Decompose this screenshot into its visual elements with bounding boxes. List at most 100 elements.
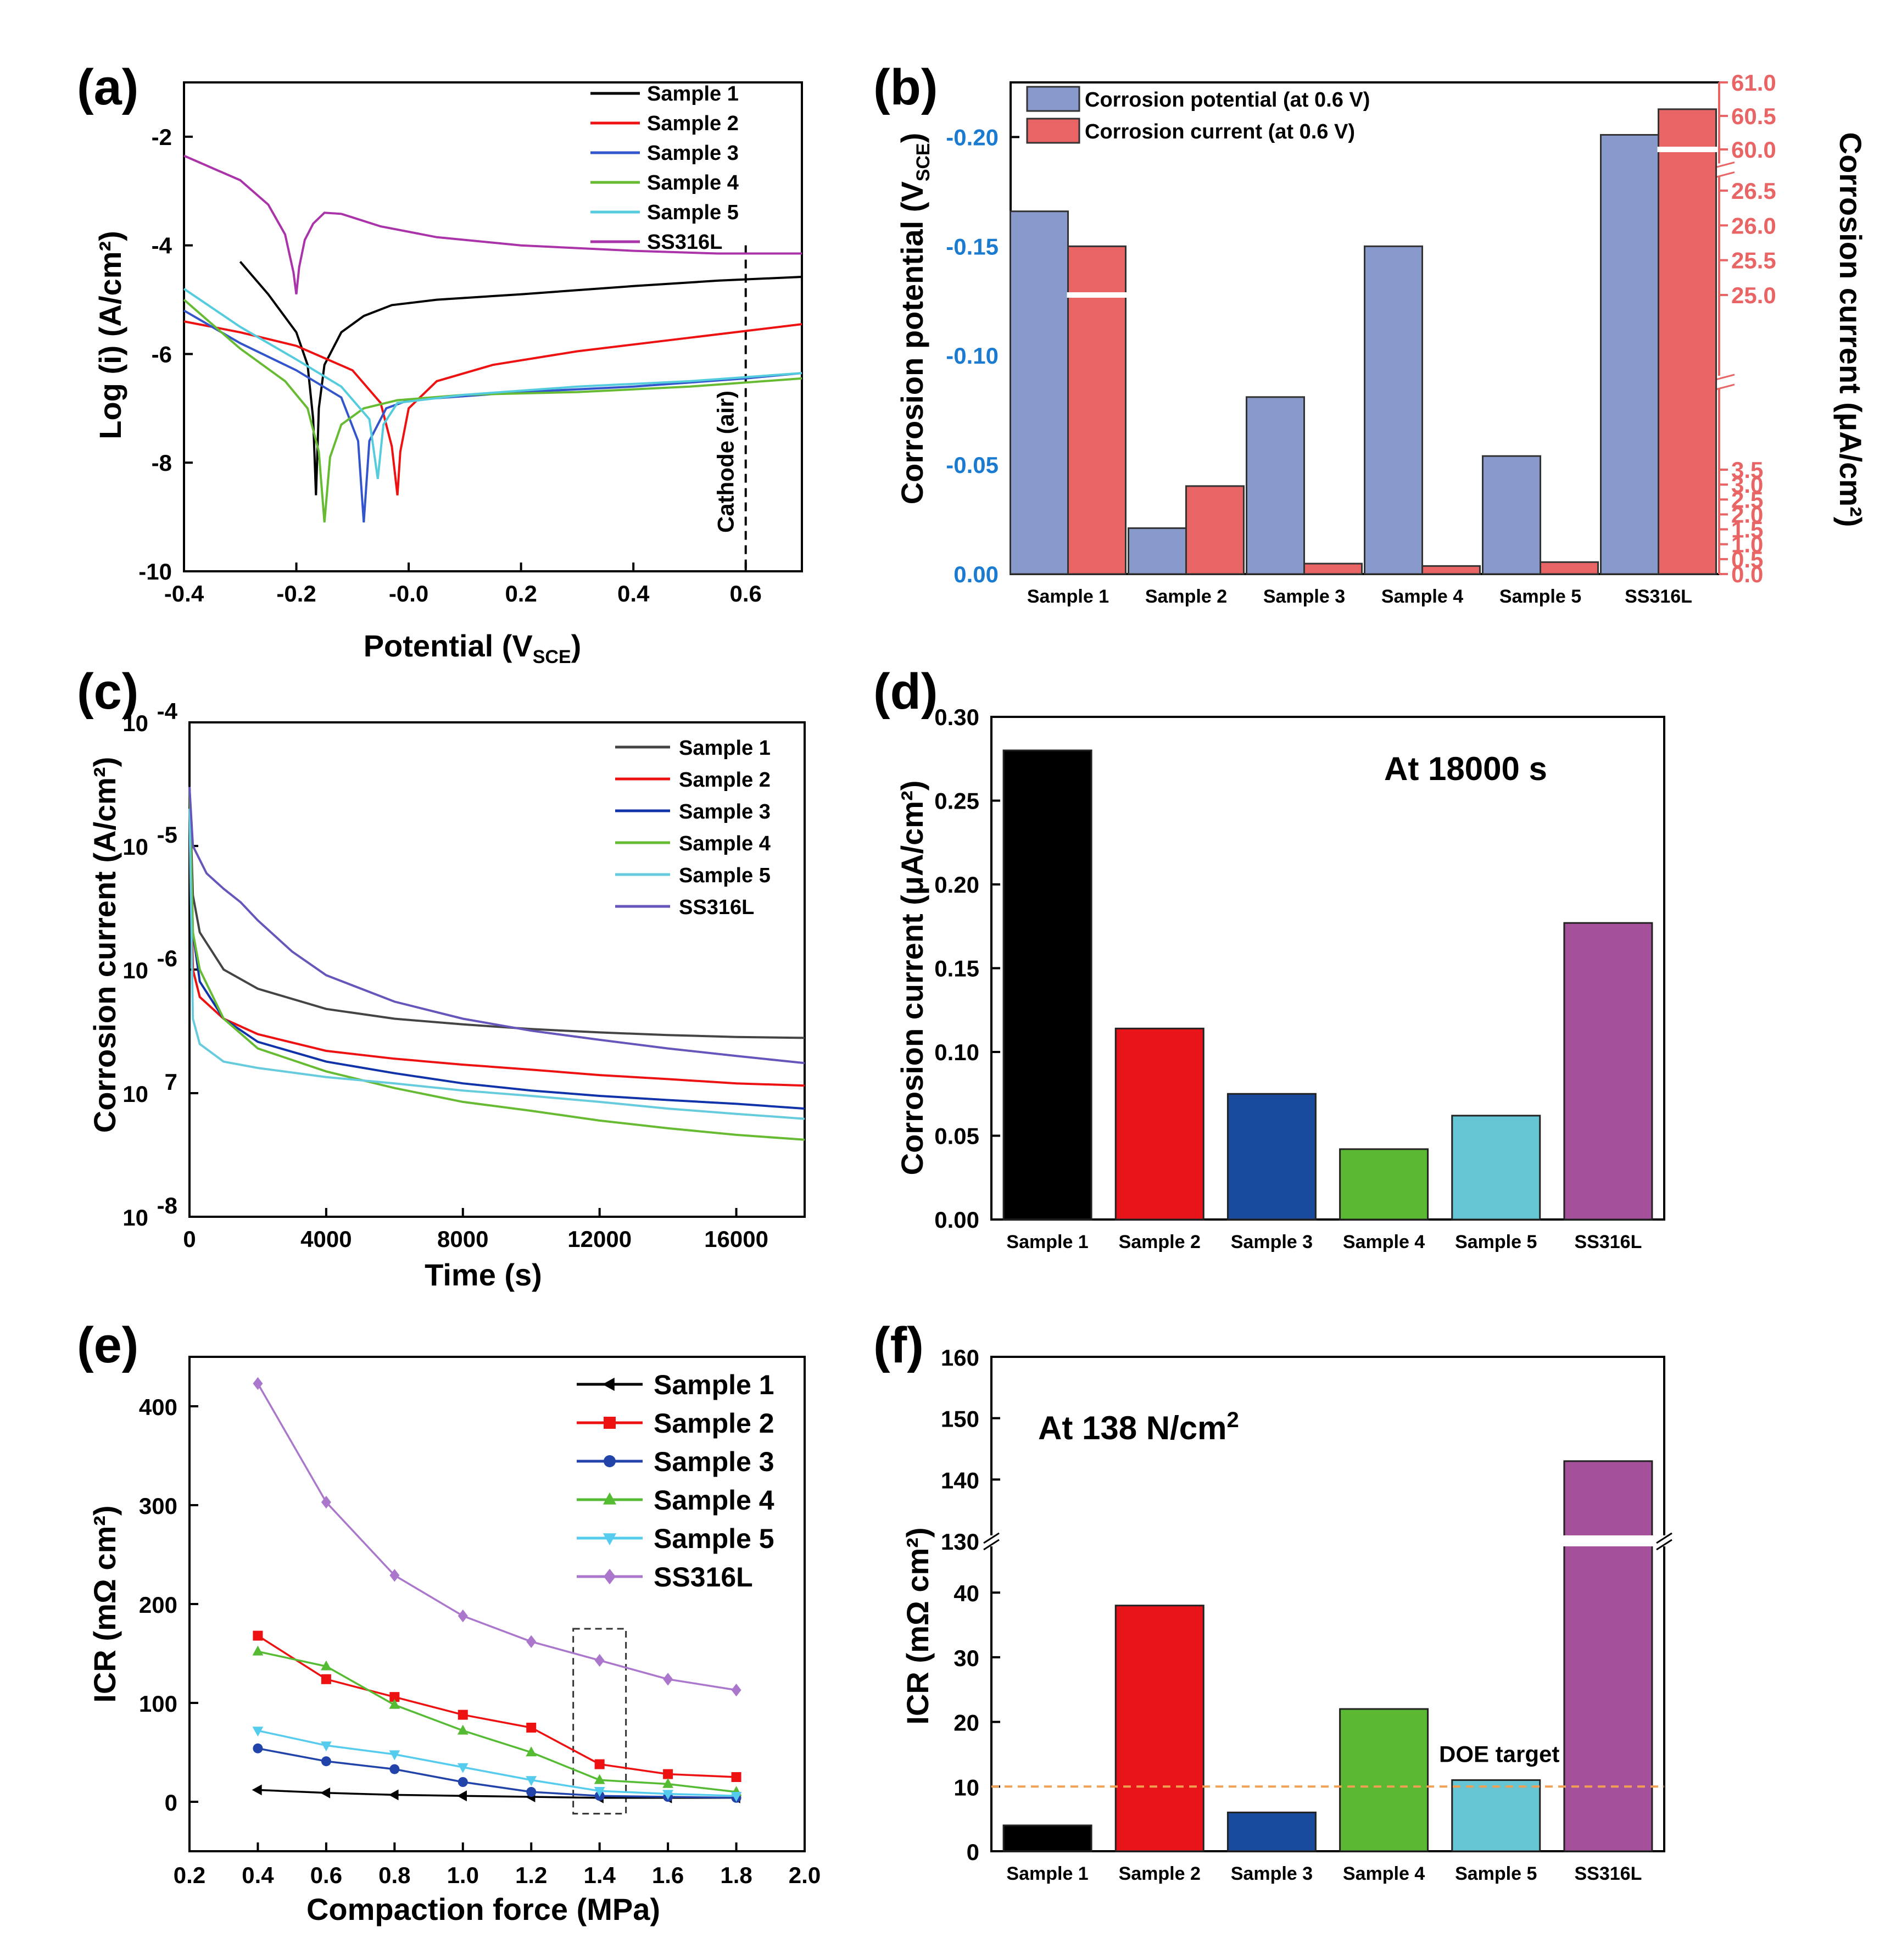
series-line	[188, 787, 805, 1039]
cathode-label: Cathode (air)	[713, 391, 739, 533]
bar	[1339, 1148, 1429, 1221]
y-tick-label: -6	[152, 341, 172, 367]
x-tick-label: 0.6	[730, 581, 762, 606]
legend-label: SS316L	[647, 231, 722, 254]
category-label: Sample 2	[1145, 586, 1227, 607]
y-tick-label: 10	[122, 1081, 148, 1107]
category-label: Sample 3	[1231, 1863, 1313, 1884]
panel-c-xlabel: Time (s)	[425, 1257, 542, 1292]
data-point	[526, 1723, 537, 1733]
y-tick-exponent: -5	[157, 822, 177, 848]
legend-label: SS316L	[654, 1562, 753, 1592]
y-tick-label: 0	[967, 1839, 979, 1865]
legend-marker	[602, 1377, 615, 1391]
data-point	[457, 1763, 469, 1773]
bar-current	[1540, 561, 1599, 575]
data-point	[321, 1674, 331, 1684]
y-tick-label: 40	[953, 1580, 979, 1606]
data-point	[253, 1377, 263, 1390]
bar	[1563, 1460, 1653, 1852]
y-tick-label: 0.10	[934, 1039, 979, 1065]
plot-frame	[990, 1356, 1665, 1852]
data-point	[389, 1750, 400, 1761]
y-left-tick-label: -0.15	[946, 233, 999, 259]
y-right-tick-label: 0.5	[1731, 547, 1763, 572]
series-line	[188, 809, 805, 1120]
bar-current	[1185, 485, 1245, 575]
legend-marker	[603, 1533, 617, 1546]
y-left-tick-label: -0.10	[946, 343, 999, 369]
axis-break-mark	[1713, 383, 1735, 391]
bar	[1226, 1811, 1317, 1852]
y-tick-exponent: 7	[165, 1069, 177, 1095]
data-point	[457, 1724, 469, 1735]
series-line	[188, 787, 805, 1141]
legend-label: Sample 5	[647, 201, 739, 224]
category-label: Sample 1	[1006, 1863, 1088, 1884]
category-label: Sample 4	[1343, 1863, 1425, 1884]
series-line	[183, 154, 802, 294]
legend-label: Sample 5	[679, 864, 771, 887]
bar	[1226, 1093, 1317, 1221]
data-point	[526, 1787, 537, 1797]
legend-label: Sample 2	[654, 1408, 774, 1439]
category-label: Sample 3	[1231, 1232, 1313, 1252]
y-tick-label: 0	[165, 1790, 177, 1816]
x-tick-label: -0.4	[164, 581, 204, 606]
bar	[1002, 1824, 1092, 1852]
data-point	[594, 1759, 605, 1769]
legend-label: SS316L	[679, 896, 754, 919]
category-label: SS316L	[1574, 1863, 1642, 1884]
x-tick-label: 0.2	[174, 1862, 205, 1888]
y-tick-label: 10	[122, 710, 148, 736]
y-right-tick-label: 25.5	[1731, 248, 1776, 274]
x-tick-label: 0.4	[617, 581, 650, 606]
category-label: SS316L	[1574, 1232, 1642, 1252]
data-point	[526, 1635, 537, 1649]
bar	[1114, 1605, 1204, 1852]
data-point	[252, 1645, 264, 1656]
data-point	[458, 1609, 468, 1623]
bar	[1563, 922, 1653, 1221]
series-line	[258, 1747, 737, 1799]
highlight-box	[572, 1628, 627, 1815]
y-tick-exponent: -8	[157, 1193, 177, 1218]
panel-a-xlabel: Potential (VSCE)	[364, 628, 582, 667]
category-label: SS316L	[1625, 586, 1692, 607]
bar-potential	[1128, 527, 1187, 575]
y-tick-label: 0.30	[934, 704, 979, 730]
y-tick-label: -8	[152, 450, 172, 476]
legend-marker	[604, 1568, 616, 1585]
y-tick-label: 0.25	[934, 788, 979, 814]
legend-label: Sample 1	[679, 737, 771, 760]
category-label: Sample 4	[1381, 586, 1463, 607]
bar	[1451, 1779, 1541, 1852]
bar-potential	[1246, 396, 1305, 575]
panel-f-chart: 0 10 20 30 40 130 140 150 160 Sample 1 Sample 2 Sam…	[941, 1345, 1672, 1884]
series-line	[257, 1635, 737, 1778]
series-line	[256, 1383, 737, 1691]
legend-marker	[604, 1417, 616, 1429]
category-label: Sample 5	[1455, 1863, 1537, 1884]
legend-label: Corrosion current (at 0.6 V)	[1085, 120, 1355, 143]
legend-swatch	[1026, 118, 1080, 144]
y-right-tick-label: 1.0	[1731, 532, 1763, 558]
bar-potential	[1600, 133, 1659, 575]
data-point	[458, 1777, 468, 1787]
x-tick-label: -0.0	[389, 581, 428, 606]
data-point	[526, 1746, 537, 1757]
series-line	[258, 1729, 737, 1797]
data-point	[388, 1789, 399, 1801]
data-point	[730, 1792, 742, 1802]
y-right-tick-label: 3.5	[1731, 457, 1763, 483]
y-tick-label: 140	[941, 1467, 979, 1493]
axis-break-mark	[1656, 1539, 1672, 1551]
data-point	[663, 1769, 673, 1779]
x-tick-label: 16000	[704, 1226, 768, 1252]
panel-f-ylabel: ICR (mΩ cm²)	[900, 1527, 935, 1724]
panel-e-chart: 0.2 0.4 0.6 0.8 1.0 1.2 1.4 1.6 1.8 2.0 0 100 200 300…	[139, 1356, 821, 1888]
panel-e-ylabel: ICR (mΩ cm²)	[87, 1505, 122, 1702]
legend-label: Sample 4	[654, 1485, 774, 1516]
category-label: Sample 1	[1027, 586, 1109, 607]
y-right-tick-label: 60.5	[1731, 103, 1776, 129]
